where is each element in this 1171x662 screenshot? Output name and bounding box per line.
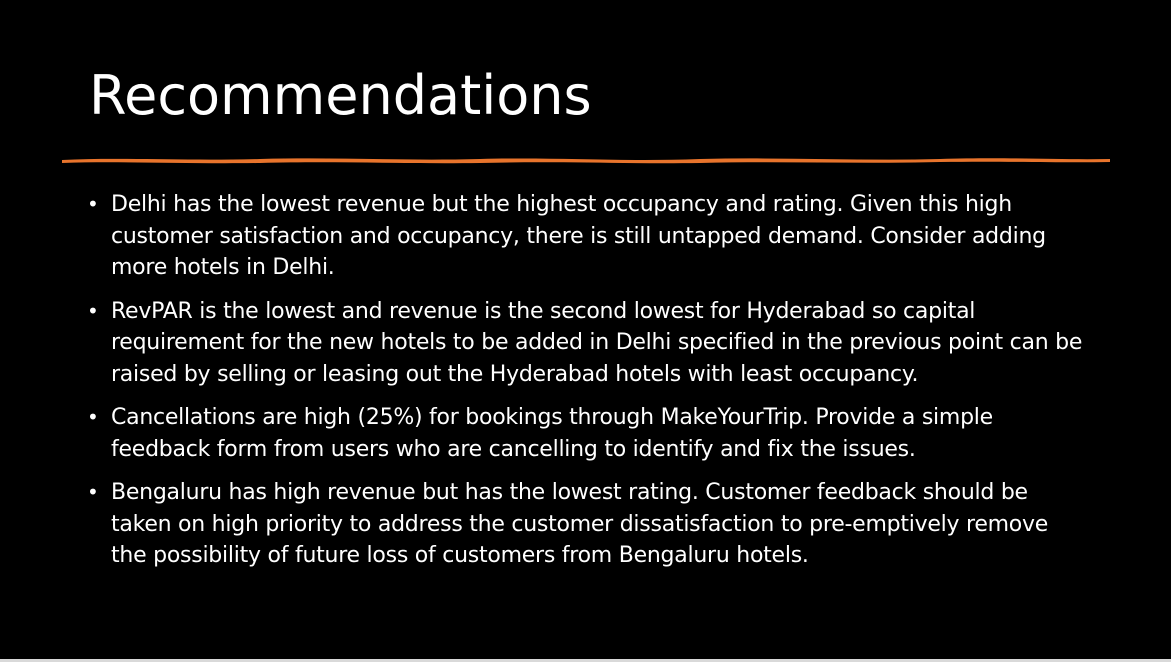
- title-underline: [62, 158, 1110, 164]
- recommendation-item: • Cancellations are high (25%) for booki…: [87, 402, 1087, 465]
- slide-bottom-border: [0, 659, 1171, 662]
- recommendation-item: • Delhi has the lowest revenue but the h…: [87, 189, 1087, 284]
- recommendation-item: • Bengaluru has high revenue but has the…: [87, 477, 1087, 572]
- recommendation-item: • RevPAR is the lowest and revenue is th…: [87, 296, 1087, 391]
- recommendation-text: RevPAR is the lowest and revenue is the …: [111, 298, 1083, 387]
- recommendation-list: • Delhi has the lowest revenue but the h…: [87, 189, 1087, 584]
- bullet-marker: •: [87, 298, 99, 323]
- bullet-marker: •: [87, 480, 99, 504]
- bullet-marker: •: [87, 405, 99, 429]
- slide-title: Recommendations: [89, 64, 592, 127]
- recommendation-text: Bengaluru has high revenue but has the l…: [111, 480, 1049, 568]
- bullet-marker: •: [87, 192, 99, 216]
- title-underline-stroke: [62, 158, 1110, 164]
- recommendation-text: Delhi has the lowest revenue but the hig…: [111, 192, 1046, 280]
- recommendation-text: Cancellations are high (25%) for booking…: [111, 405, 993, 462]
